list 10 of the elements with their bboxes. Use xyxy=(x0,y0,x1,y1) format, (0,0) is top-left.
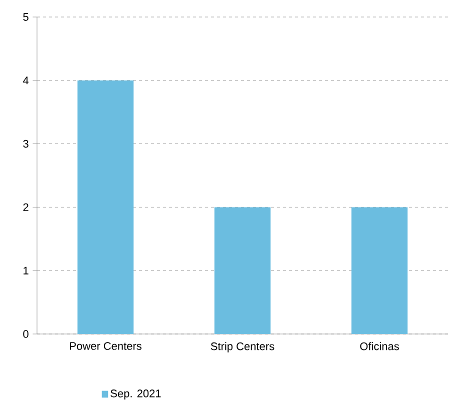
y-tick-label: 0 xyxy=(23,330,28,338)
legend-label: Sep. 2021 xyxy=(110,390,161,400)
y-tick-label: 3 xyxy=(23,140,28,148)
y-tick-label: 2 xyxy=(23,203,28,212)
y-tick-label: 5 xyxy=(23,13,28,21)
y-tick-label: 4 xyxy=(23,76,29,84)
x-tick-label: Oficinas xyxy=(360,342,399,350)
y-tick-label: 1 xyxy=(24,266,28,274)
x-tick-label: Strip Centers xyxy=(210,342,274,352)
x-tick-label: Power Centers xyxy=(70,342,142,350)
